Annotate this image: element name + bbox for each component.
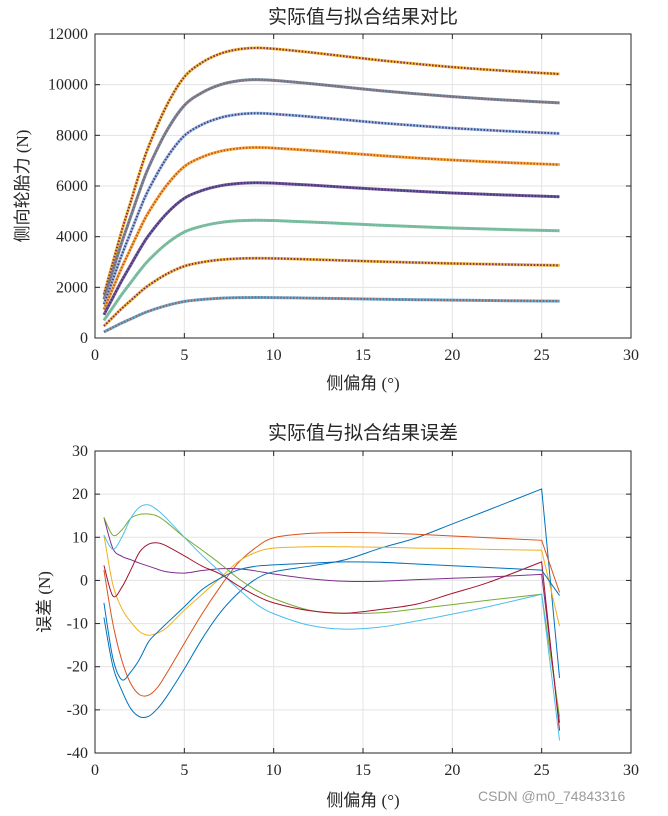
top-chart-axes: 0 5 10 15 20 25 30 0 2000 4000 6000 8000 10000 12000 <box>48 26 639 364</box>
error-line-8 <box>103 561 560 681</box>
error-line-2 <box>103 532 561 697</box>
bottom-chart-axes: 0 5 10 15 20 25 30 -40 -30 -20 -10 0 10 20 30 <box>67 443 639 779</box>
actual-line-6 <box>102 218 560 322</box>
top-chart-title: 实际值与拟合结果对比 <box>268 6 458 28</box>
fit-dotted-line-2 <box>102 78 560 300</box>
bottom-ytick-label: -20 <box>67 659 88 676</box>
error-line-1 <box>103 488 561 719</box>
error-line-6 <box>103 504 561 741</box>
actual-line-8 <box>103 295 560 334</box>
fit-dotted-line-7 <box>103 257 560 327</box>
bottom-ytick-label: -10 <box>67 616 88 633</box>
error-line-4 <box>103 517 561 723</box>
top-xtick-label: 25 <box>534 347 550 364</box>
actual-line-7 <box>102 256 560 328</box>
bottom-ytick-label: 20 <box>72 486 88 503</box>
error-line-3 <box>103 535 561 636</box>
bottom-xtick-label: 30 <box>623 762 639 779</box>
bottom-ytick-label: 30 <box>72 443 88 460</box>
top-chart-xlabel: 侧偏角 (°) <box>326 374 399 393</box>
bottom-ytick-label: 0 <box>80 572 88 589</box>
bottom-chart-title: 实际值与拟合结果误差 <box>268 422 458 444</box>
fit-dotted-line-5 <box>103 181 560 316</box>
top-chart-ylabel: 侧向轮胎力 (N) <box>13 130 32 243</box>
bottom-xtick-label: 15 <box>355 762 371 779</box>
bottom-plot-area <box>103 488 561 741</box>
bottom-xtick-label: 25 <box>534 762 550 779</box>
bottom-ytick-label: 10 <box>72 529 88 546</box>
actual-line-5 <box>102 181 560 316</box>
fit-dotted-line-1 <box>102 46 560 295</box>
top-xtick-label: 0 <box>91 347 99 364</box>
bottom-xtick-label: 20 <box>444 762 460 779</box>
top-xtick-label: 30 <box>623 347 639 364</box>
top-plot-area <box>102 46 560 334</box>
bottom-xtick-label: 10 <box>266 762 282 779</box>
top-ytick-label: 12000 <box>48 26 88 43</box>
error-line-5 <box>103 513 561 717</box>
bottom-chart-xlabel: 侧偏角 (°) <box>326 791 399 810</box>
watermark: CSDN @m0_74843316 <box>478 788 626 804</box>
bottom-chart-ylabel: 误差 (N) <box>35 571 54 633</box>
top-xtick-label: 15 <box>355 347 371 364</box>
top-ytick-label: 0 <box>80 330 88 347</box>
error-line-7 <box>103 542 561 731</box>
top-ytick-label: 4000 <box>56 229 88 246</box>
top-ytick-label: 8000 <box>56 127 88 144</box>
fit-dotted-line-8 <box>103 296 560 333</box>
fit-dotted-line-3 <box>102 112 560 305</box>
top-ytick-label: 2000 <box>56 279 88 296</box>
actual-line-2 <box>102 78 560 300</box>
bottom-ytick-label: -30 <box>67 702 88 719</box>
top-xtick-label: 5 <box>180 347 188 364</box>
bottom-ytick-label: -40 <box>67 745 88 762</box>
top-ytick-label: 10000 <box>48 77 88 94</box>
top-xtick-label: 10 <box>266 347 282 364</box>
top-ytick-label: 6000 <box>56 178 88 195</box>
top-xtick-label: 20 <box>444 347 460 364</box>
fit-dotted-line-4 <box>103 146 560 310</box>
bottom-xtick-label: 0 <box>91 762 99 779</box>
bottom-xtick-label: 5 <box>180 762 188 779</box>
